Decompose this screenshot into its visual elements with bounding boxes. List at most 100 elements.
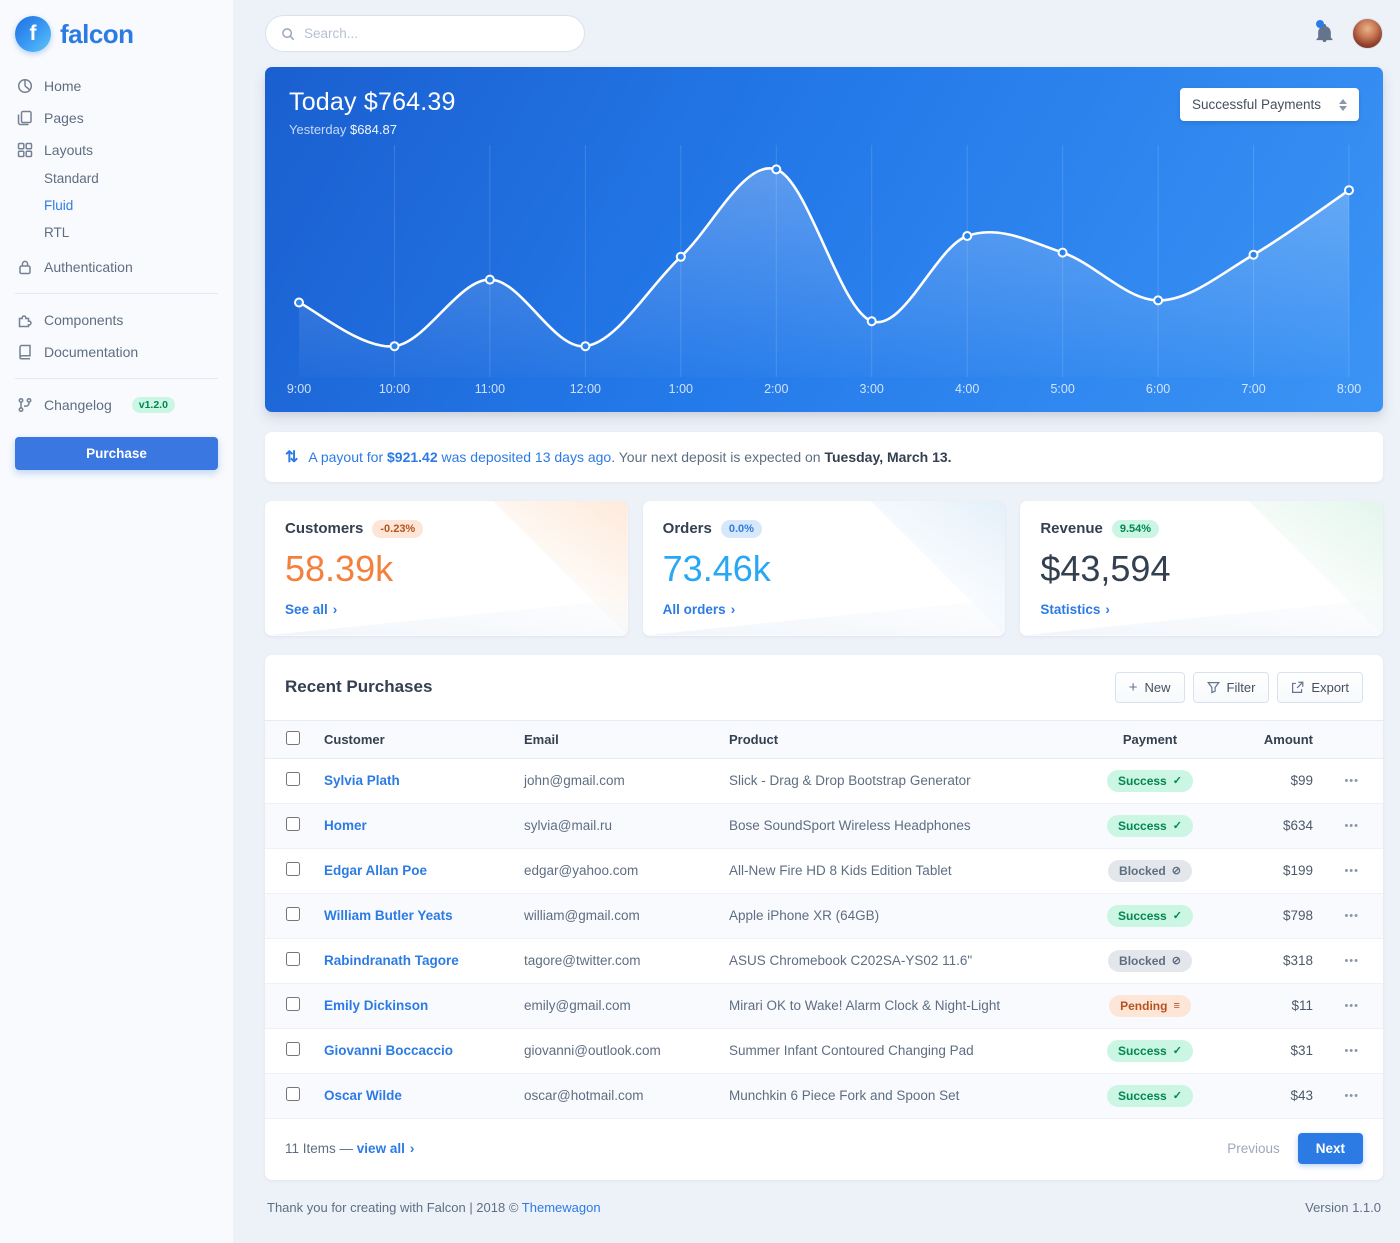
- row-actions-button[interactable]: •••: [1340, 816, 1363, 836]
- sidebar-item-documentation[interactable]: Documentation: [15, 336, 218, 368]
- product-cell: Bose SoundSport Wireless Headphones: [717, 803, 1070, 849]
- all-orders-link[interactable]: All orders ›: [662, 601, 736, 617]
- sidebar-item-label: Documentation: [44, 344, 139, 360]
- book-icon: [19, 344, 31, 360]
- table-row: Giovanni Boccaccio giovanni@outlook.com …: [265, 1028, 1383, 1074]
- email-cell: william@gmail.com: [512, 893, 717, 939]
- sidebar-item-label: Changelog: [44, 397, 112, 413]
- customer-link[interactable]: Sylvia Plath: [324, 773, 400, 788]
- email-cell: giovanni@outlook.com: [512, 1028, 717, 1074]
- sidebar-item-pages[interactable]: Pages: [15, 102, 218, 134]
- amount-cell: $31: [1230, 1028, 1325, 1074]
- stat-card-revenue: Revenue 9.54% $43,594 Statistics ›: [1020, 500, 1383, 636]
- column-header-amount: Amount: [1230, 719, 1325, 759]
- purchases-title: Recent Purchases: [285, 677, 433, 696]
- row-actions-button[interactable]: •••: [1340, 1086, 1363, 1106]
- brand-name: falcon: [60, 18, 134, 49]
- see-all-link[interactable]: See all ›: [285, 601, 338, 617]
- sidebar-item-home[interactable]: Home: [15, 70, 218, 102]
- row-actions-button[interactable]: •••: [1340, 1041, 1363, 1061]
- row-checkbox[interactable]: [286, 952, 300, 966]
- x-axis-label: 8:00: [1336, 382, 1362, 396]
- notification-dot: [1316, 20, 1324, 28]
- table-row: Emily Dickinson emily@gmail.com Mirari O…: [265, 983, 1383, 1029]
- payment-label: Success: [1118, 1043, 1167, 1058]
- sidebar-item-changelog[interactable]: Changelog v1.2.0: [15, 389, 218, 421]
- filter-button[interactable]: Filter: [1192, 671, 1270, 703]
- row-actions-button[interactable]: •••: [1340, 906, 1363, 926]
- bell-icon: [1316, 24, 1333, 43]
- payment-status-icon: ✓: [1172, 910, 1182, 922]
- next-button[interactable]: Next: [1297, 1132, 1363, 1164]
- sidebar-item-authentication[interactable]: Authentication: [15, 251, 218, 283]
- email-cell: emily@gmail.com: [512, 983, 717, 1029]
- footer-credit: Thank you for creating with Falcon | 201…: [267, 1199, 601, 1215]
- search-input[interactable]: [304, 26, 569, 41]
- payout-link[interactable]: A payout for $921.42 was deposited 13 da…: [308, 448, 612, 465]
- view-all-link[interactable]: view all ›: [356, 1140, 415, 1156]
- stat-value: 73.46k: [662, 547, 771, 589]
- topbar-right: [1315, 18, 1383, 49]
- statistics-link[interactable]: Statistics ›: [1040, 601, 1110, 617]
- payment-badge: Success ✓: [1107, 814, 1193, 837]
- stats-row: Customers -0.23% 58.39k See all › Orders …: [265, 500, 1383, 636]
- row-checkbox[interactable]: [286, 772, 300, 786]
- row-checkbox[interactable]: [286, 817, 300, 831]
- row-checkbox[interactable]: [286, 907, 300, 921]
- column-header-payment: Payment: [1070, 719, 1230, 759]
- row-actions-button[interactable]: •••: [1340, 861, 1363, 881]
- payment-status-icon: ✓: [1172, 820, 1182, 832]
- purchase-button[interactable]: Purchase: [15, 437, 218, 470]
- payments-filter-select[interactable]: Successful Payments: [1179, 88, 1359, 121]
- search-box[interactable]: [265, 15, 585, 52]
- stat-badge: -0.23%: [372, 519, 424, 538]
- customer-link[interactable]: Giovanni Boccaccio: [324, 1043, 454, 1058]
- stat-card-customers: Customers -0.23% 58.39k See all ›: [265, 500, 628, 636]
- row-checkbox[interactable]: [286, 997, 300, 1011]
- chart-x-axis-labels: 9:00 10:00 11:00 12:00 1:00 2:00 3:00 4:00 5:00 6…: [265, 377, 1383, 412]
- customer-link[interactable]: Oscar Wilde: [324, 1088, 402, 1103]
- yesterday-total: Yesterday $684.87: [289, 122, 397, 137]
- sidebar-item-fluid[interactable]: Fluid: [44, 198, 74, 213]
- sidebar-item-rtl[interactable]: RTL: [44, 225, 70, 240]
- product-cell: Mirari OK to Wake! Alarm Clock & Night-L…: [717, 983, 1070, 1029]
- lock-icon: [19, 260, 31, 275]
- payment-label: Success: [1118, 818, 1167, 833]
- puzzle-icon: [18, 315, 32, 328]
- row-actions-button[interactable]: •••: [1340, 996, 1363, 1016]
- sidebar-item-label: Home: [44, 78, 82, 94]
- export-button[interactable]: Export: [1277, 671, 1363, 703]
- sidebar-item-standard[interactable]: Standard: [44, 171, 99, 186]
- notifications-button[interactable]: [1315, 20, 1334, 43]
- payment-status-icon: ✓: [1172, 775, 1182, 787]
- stat-title: Orders: [662, 520, 712, 537]
- customer-link[interactable]: Edgar Allan Poe: [324, 863, 428, 878]
- row-actions-button[interactable]: •••: [1340, 951, 1363, 971]
- code-branch-icon: [18, 397, 32, 413]
- customer-link[interactable]: Homer: [324, 818, 367, 833]
- customer-link[interactable]: Rabindranath Tagore: [324, 953, 459, 968]
- payment-status-icon: ⊘: [1171, 955, 1181, 967]
- sidebar-item-components[interactable]: Components: [15, 304, 218, 336]
- row-checkbox[interactable]: [286, 1042, 300, 1056]
- amount-cell: $11: [1230, 983, 1325, 1029]
- sidebar-item-label: Components: [44, 312, 124, 328]
- row-actions-button[interactable]: •••: [1340, 771, 1363, 791]
- new-button[interactable]: + New: [1114, 671, 1185, 703]
- previous-button[interactable]: Previous: [1227, 1140, 1280, 1156]
- customer-link[interactable]: Emily Dickinson: [324, 998, 429, 1013]
- customer-link[interactable]: William Butler Yeats: [324, 908, 453, 923]
- sort-icon: [1339, 98, 1347, 111]
- brand[interactable]: f falcon: [15, 14, 218, 70]
- avatar[interactable]: [1352, 18, 1383, 49]
- layouts-grid-icon: [17, 142, 33, 158]
- row-checkbox[interactable]: [286, 862, 300, 876]
- table-row: William Butler Yeats william@gmail.com A…: [265, 893, 1383, 939]
- select-all-checkbox[interactable]: [286, 730, 300, 745]
- themewagon-link[interactable]: Themewagon: [521, 1199, 601, 1215]
- sidebar-item-layouts[interactable]: Layouts: [15, 134, 218, 166]
- footer-version: Version 1.1.0: [1305, 1199, 1381, 1215]
- row-checkbox[interactable]: [286, 1087, 300, 1101]
- amount-cell: $99: [1230, 758, 1325, 804]
- line-chart-svg: [294, 145, 1354, 377]
